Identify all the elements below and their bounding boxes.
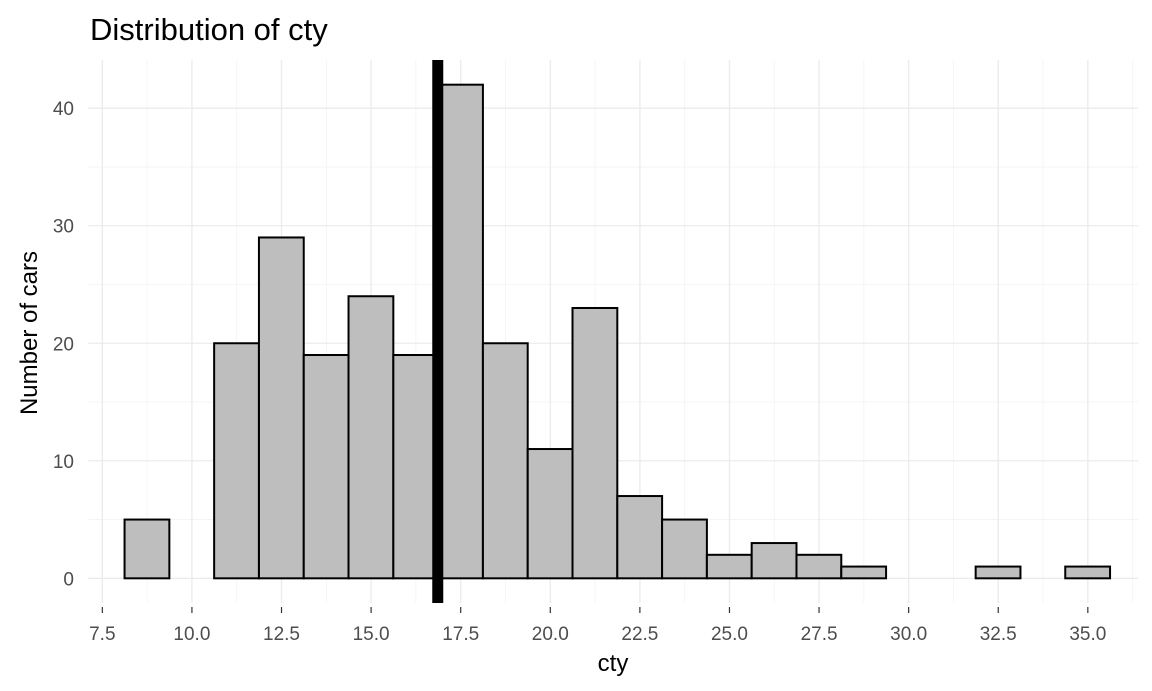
y-axis-title: Number of cars [16,251,43,415]
y-tick-label: 0 [63,569,74,590]
y-tick-label: 40 [53,99,74,120]
histogram-bar [347,295,395,580]
chart-title: Distribution of cty [90,12,328,47]
histogram-bar [705,553,753,580]
x-axis: 7.5 10.0 12.5 15.0 17.5 20.0 22.5 25.0 27.5 30.0 3… [89,607,1106,645]
x-tick-label: 35.0 [1069,624,1106,645]
y-tick-label: 20 [53,334,74,355]
histogram-bar [392,354,440,580]
histogram-bar [616,495,664,580]
histogram-bar [123,518,171,580]
histogram-bar [1064,565,1112,580]
histogram-bar [257,236,305,580]
histogram-bar [661,518,708,580]
x-tick-label: 7.5 [89,624,115,645]
x-tick-label: 20.0 [532,624,569,645]
x-tick-label: 30.0 [890,624,927,645]
histogram-bar [974,565,1022,580]
x-tick-label: 10.0 [173,624,210,645]
x-axis-title: cty [598,650,629,677]
y-tick-label: 30 [53,217,74,238]
x-tick-label: 12.5 [263,624,300,645]
x-tick-label: 32.5 [980,624,1017,645]
histogram-bar [437,83,484,580]
x-tick-label: 25.0 [711,624,748,645]
histogram-bar [571,306,619,580]
histogram-bar [526,448,574,580]
x-tick-label: 15.0 [353,624,390,645]
histogram-bar [481,342,529,580]
histogram-bar [213,342,260,580]
x-tick-label: 22.5 [621,624,658,645]
histogram-bar [302,354,350,580]
y-axis: 0 10 20 30 40 [53,99,74,590]
histogram-bar [840,565,888,580]
histogram-bars [123,83,1112,580]
y-tick-label: 10 [53,452,74,473]
histogram-bar [795,553,843,580]
histogram-bar [750,542,798,580]
x-tick-label: 17.5 [442,624,479,645]
x-tick-label: 27.5 [801,624,838,645]
